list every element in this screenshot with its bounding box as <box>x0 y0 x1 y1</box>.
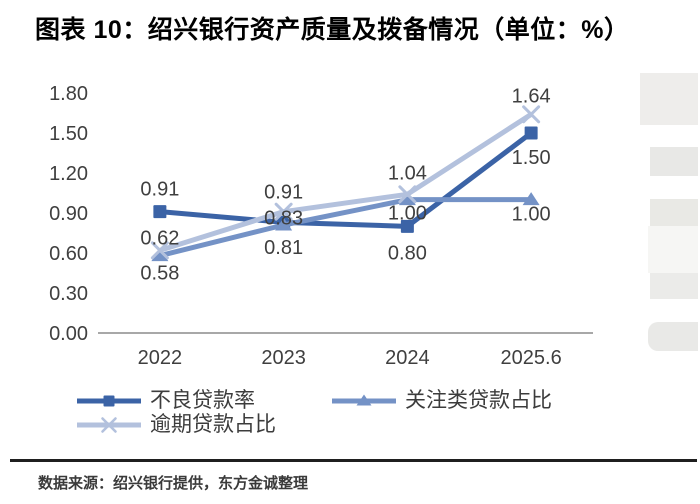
square-marker <box>524 126 538 140</box>
series-line <box>159 131 533 229</box>
legend-marker-x <box>77 417 141 433</box>
y-tick-label: 0.30 <box>49 283 88 305</box>
square-marker <box>153 205 167 219</box>
redacted-block <box>650 273 698 299</box>
legend-item: 逾期贷款占比 <box>76 413 276 436</box>
data-label: 1.04 <box>388 162 427 184</box>
legend-item: 关注类贷款占比 <box>331 389 552 412</box>
data-label: 0.58 <box>140 263 179 285</box>
legend-label: 不良贷款率 <box>150 389 255 412</box>
x-tick-label: 2024 <box>385 347 430 369</box>
triangle-marker <box>398 192 416 206</box>
square-marker <box>400 219 414 233</box>
redacted-block <box>650 147 698 176</box>
triangle-marker <box>275 217 293 231</box>
divider-rule <box>10 459 697 462</box>
x-tick-label: 2022 <box>138 347 183 369</box>
series-line <box>159 112 533 253</box>
legend-item: 不良贷款率 <box>76 389 255 412</box>
x-tick-label: 2025.6 <box>501 347 562 369</box>
legend-label: 逾期贷款占比 <box>150 413 276 436</box>
redacted-block <box>648 226 698 273</box>
chart-title: 图表 10：绍兴银行资产质量及拨备情况（单位：%） <box>35 16 630 44</box>
x-marker <box>522 105 541 124</box>
x-marker <box>274 202 293 221</box>
y-tick-label: 1.20 <box>49 163 88 185</box>
legend-marker-square <box>77 395 141 407</box>
x-tick-label: 2023 <box>261 347 306 369</box>
legend-marker-triangle <box>332 394 396 406</box>
triangle-marker <box>522 192 540 206</box>
redacted-block <box>650 199 698 226</box>
data-label: 1.50 <box>512 147 551 169</box>
data-label: 0.91 <box>140 179 179 201</box>
series-line <box>159 197 532 259</box>
source-note: 数据来源：绍兴银行提供，东方金诚整理 <box>38 475 309 492</box>
x-marker <box>398 185 417 204</box>
y-tick-label: 0.00 <box>49 323 88 345</box>
line-chart: 0.00 0.30 0.60 0.90 1.20 1.50 1.80 2022 2023 2024… <box>49 83 593 369</box>
data-label: 1.00 <box>388 203 427 225</box>
y-tick-label: 1.80 <box>49 83 88 105</box>
y-tick-label: 0.60 <box>49 243 88 265</box>
triangle-marker <box>151 248 169 262</box>
redacted-block <box>648 322 698 351</box>
data-label: 0.80 <box>388 242 427 264</box>
y-tick-label: 0.90 <box>49 203 88 225</box>
data-label: 0.62 <box>140 227 179 249</box>
data-label: 1.64 <box>512 85 551 107</box>
redacted-block <box>640 73 698 125</box>
data-label: 1.00 <box>512 204 551 226</box>
data-label: 0.83 <box>264 207 303 229</box>
x-marker <box>150 241 169 260</box>
legend-label: 关注类贷款占比 <box>405 389 552 412</box>
y-tick-label: 1.50 <box>49 123 88 145</box>
data-label: 0.91 <box>264 182 303 204</box>
data-label: 0.81 <box>264 237 303 259</box>
chart-legend: 不良贷款率 关注类贷款占比逾期贷款占比 <box>0 0 700 435</box>
